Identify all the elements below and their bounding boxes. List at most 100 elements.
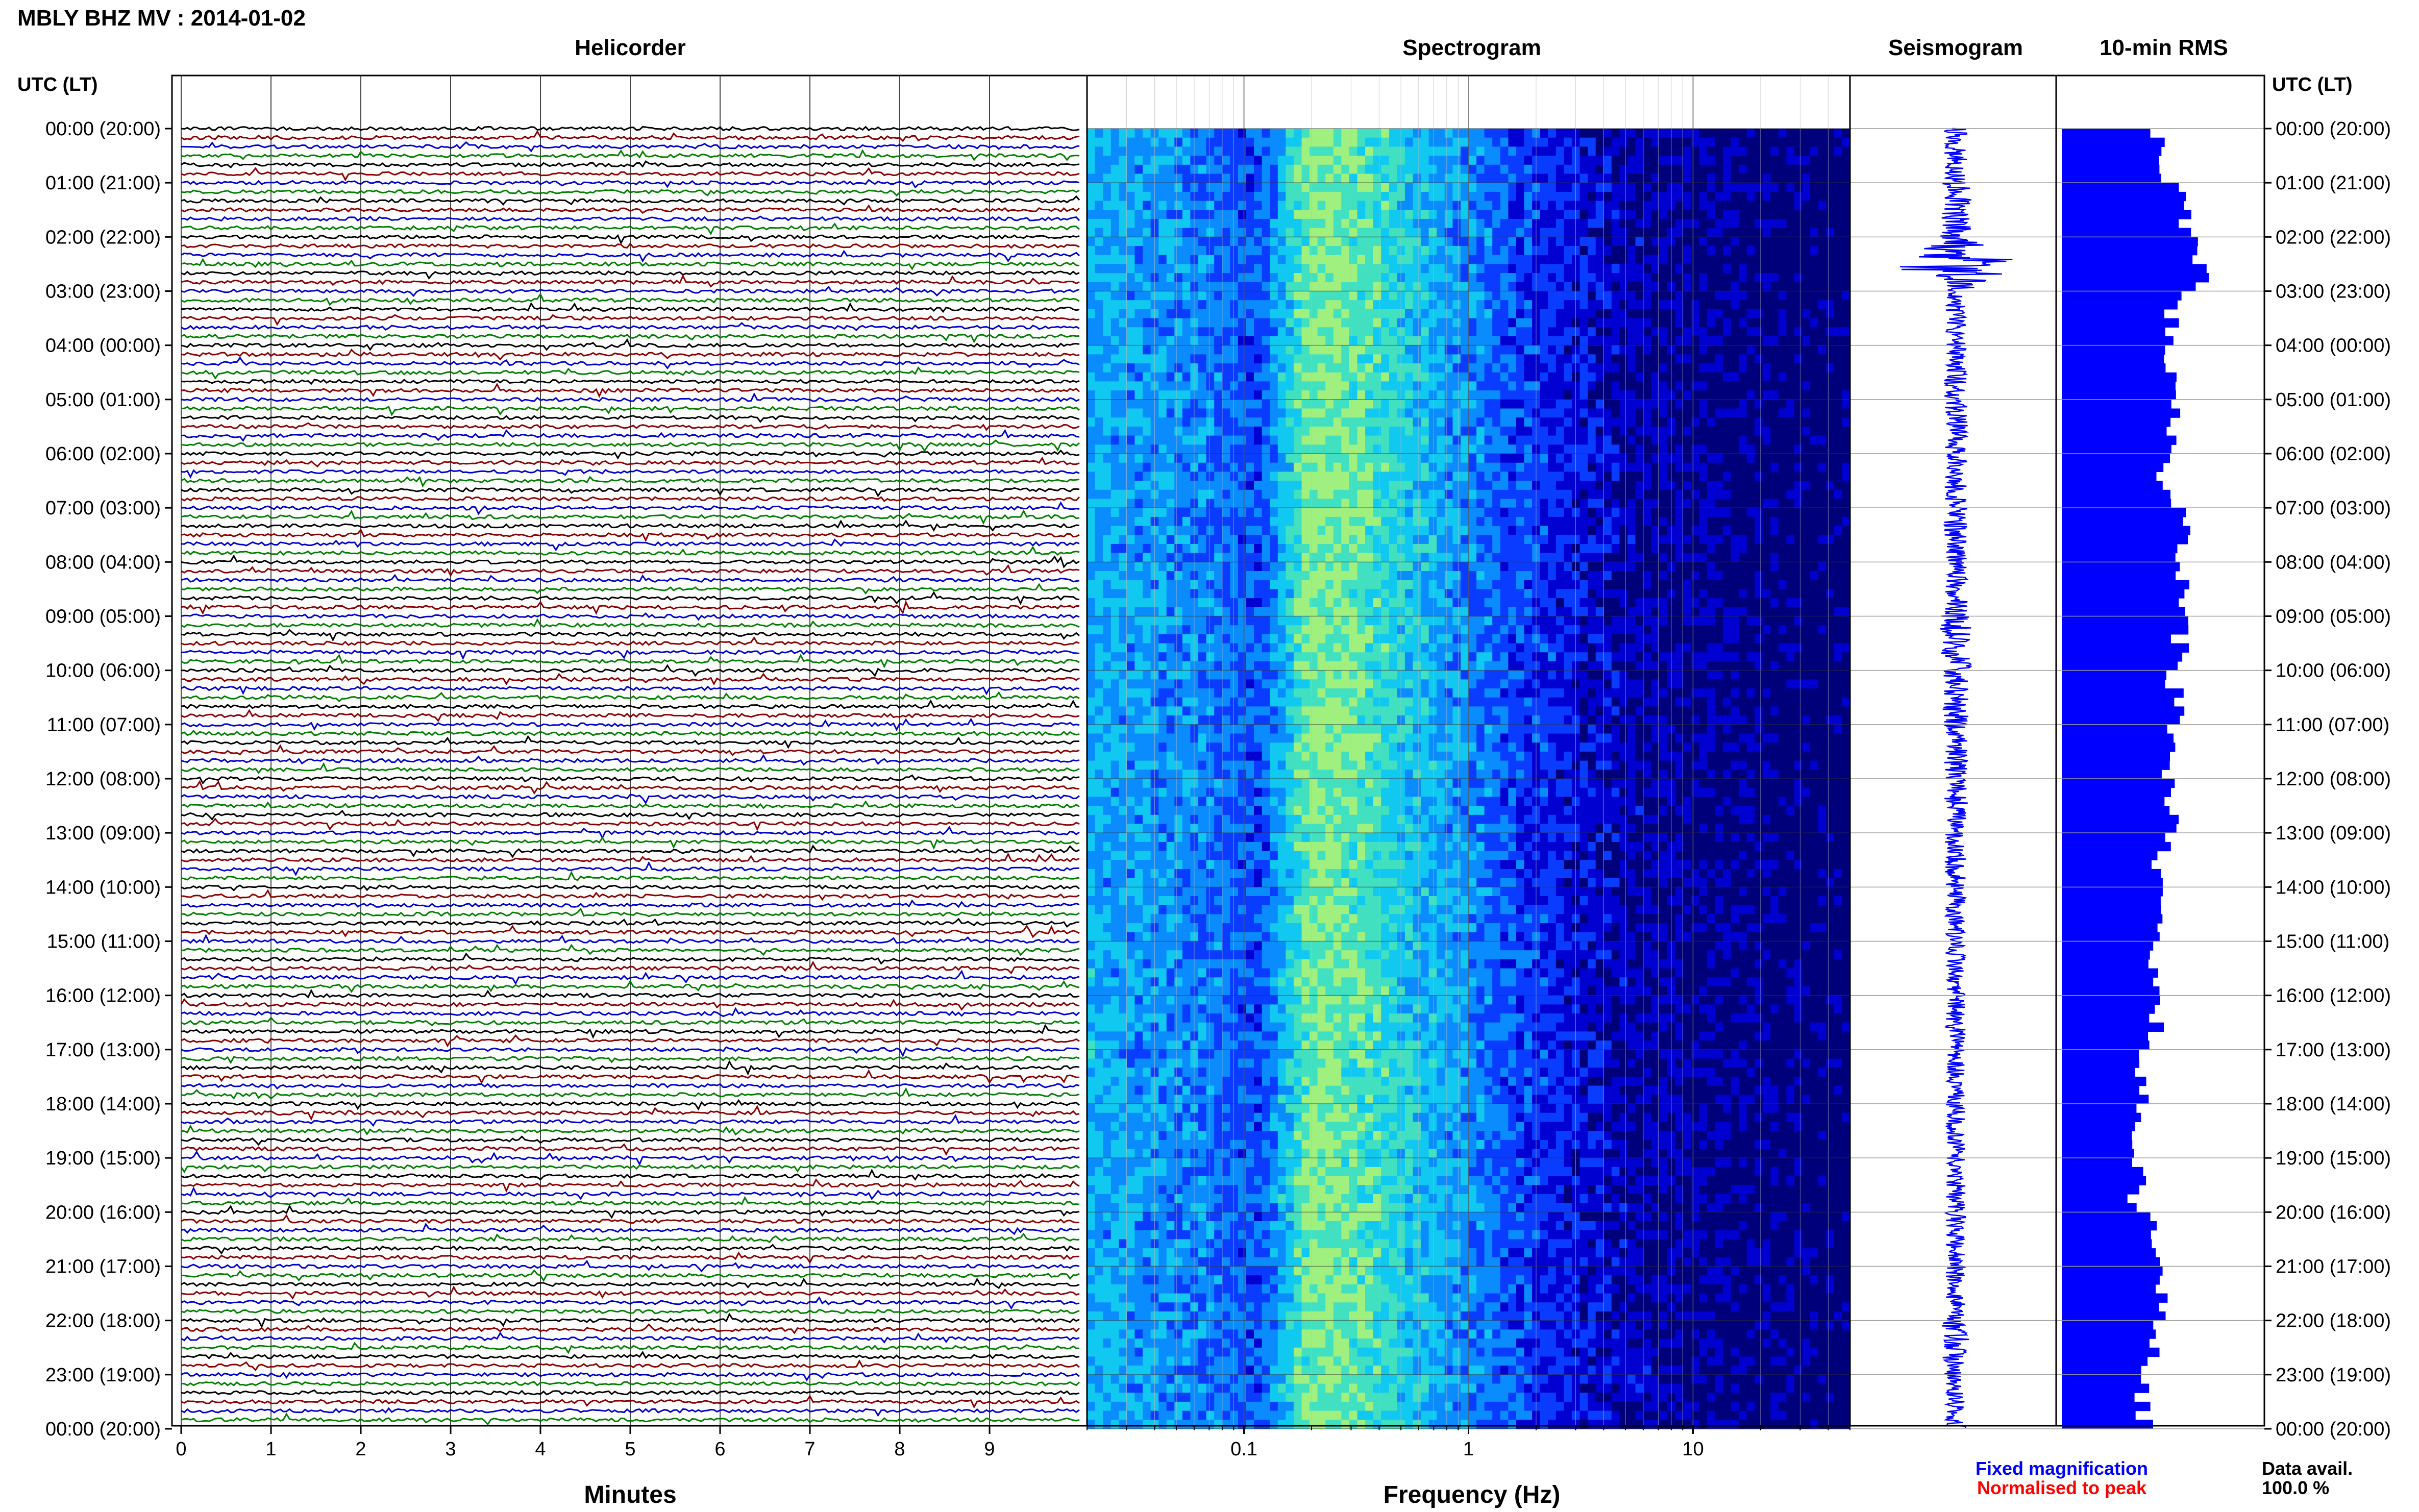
spectrogram-cell xyxy=(1262,156,1270,165)
spectrogram-cell xyxy=(1715,273,1723,283)
spectrogram-cell xyxy=(1182,164,1191,175)
spectrogram-cell xyxy=(1214,246,1223,256)
spectrogram-cell xyxy=(1293,218,1302,229)
spectrogram-cell xyxy=(1476,426,1485,436)
spectrogram-cell xyxy=(1786,481,1795,490)
spectrogram-cell xyxy=(1357,173,1366,183)
spectrogram-cell xyxy=(1548,273,1557,283)
spectrogram-cell xyxy=(1619,264,1628,274)
spectrogram-cell xyxy=(1492,435,1501,445)
spectrogram-cell xyxy=(1731,508,1739,517)
spectrogram-cell xyxy=(1277,381,1287,391)
spectrogram-cell xyxy=(1707,571,1716,581)
spectrogram-cell xyxy=(1158,562,1167,572)
spectrogram-cell xyxy=(1675,282,1684,292)
spectrogram-cell xyxy=(1595,472,1605,481)
spectrogram-cell xyxy=(1293,201,1302,211)
spectrogram-cell xyxy=(1683,137,1692,147)
spectrogram-cell xyxy=(1389,237,1398,246)
spectrogram-cell xyxy=(1579,318,1588,328)
spectrogram-cell xyxy=(1643,408,1652,418)
spectrogram-cell xyxy=(1381,426,1390,436)
spectrogram-cell xyxy=(1452,516,1461,527)
spectrogram-cell xyxy=(1603,246,1612,256)
spectrogram-cell xyxy=(1421,137,1429,147)
spectrogram-cell xyxy=(1755,454,1763,463)
spectrogram-cell xyxy=(1548,399,1557,409)
spectrogram-cell xyxy=(1428,246,1437,256)
spectrogram-cell xyxy=(1731,372,1739,382)
spectrogram-cell xyxy=(1143,499,1151,508)
spectrogram-cell xyxy=(1556,553,1565,563)
spectrogram-cell xyxy=(1238,354,1247,364)
spectrogram-cell xyxy=(1739,354,1747,364)
spectrogram-cell xyxy=(1516,183,1525,192)
spectrogram-cell xyxy=(1119,336,1127,346)
spectrogram-cell xyxy=(1699,363,1708,373)
spectrogram-cell xyxy=(1357,137,1366,147)
spectrogram-cell xyxy=(1333,472,1342,481)
spectrogram-cell xyxy=(1540,336,1549,346)
spectrogram-cell xyxy=(1794,129,1803,138)
spectrogram-cell xyxy=(1444,183,1453,192)
spectrogram-cell xyxy=(1699,201,1708,211)
spectrogram-cell xyxy=(1818,210,1827,219)
spectrogram-cell xyxy=(1270,210,1278,219)
spectrogram-cell xyxy=(1357,255,1366,265)
spectrogram-cell xyxy=(1198,173,1207,183)
spectrogram-cell xyxy=(1722,444,1732,454)
spectrogram-cell xyxy=(1659,408,1668,418)
spectrogram-cell xyxy=(1333,408,1342,418)
spectrogram-cell xyxy=(1262,481,1270,490)
spectrogram-cell xyxy=(1571,354,1581,364)
spectrogram-cell xyxy=(1770,210,1779,219)
helicorder-trace xyxy=(181,1083,1080,1090)
spectrogram-cell xyxy=(1595,183,1605,192)
spectrogram-cell xyxy=(1691,399,1699,409)
spectrogram-cell xyxy=(1190,526,1199,536)
spectrogram-cell xyxy=(1238,318,1247,328)
spectrogram-cell xyxy=(1134,318,1143,328)
spectrogram-cell xyxy=(1468,146,1477,156)
spectrogram-cell xyxy=(1794,508,1803,517)
spectrogram-cell xyxy=(1095,164,1103,175)
spectrogram-cell xyxy=(1802,164,1811,175)
spectrogram-cell xyxy=(1818,454,1827,463)
spectrogram-cell xyxy=(1119,526,1127,536)
spectrogram-cell xyxy=(1254,173,1263,183)
spectrogram-cell xyxy=(1381,499,1390,508)
spectrogram-cell xyxy=(1317,444,1326,454)
spectrogram-cell xyxy=(1659,228,1668,238)
spectrogram-cell xyxy=(1428,553,1437,563)
spectrogram-cell xyxy=(1548,508,1557,517)
spectrogram-cell xyxy=(1540,508,1549,517)
spectrogram-cell xyxy=(1842,191,1850,202)
helicorder-trace xyxy=(181,554,1080,569)
spectrogram-cell xyxy=(1826,571,1835,581)
helicorder-trace xyxy=(181,709,1080,723)
spectrogram-cell xyxy=(1460,526,1469,536)
spectrogram-cell xyxy=(1826,309,1835,319)
spectrogram-cell xyxy=(1595,218,1605,229)
spectrogram-cell xyxy=(1651,381,1660,391)
spectrogram-cell xyxy=(1262,390,1270,400)
spectrogram-cell xyxy=(1119,327,1127,337)
spectrogram-cell xyxy=(1158,516,1167,527)
spectrogram-cell xyxy=(1611,327,1620,337)
spectrogram-cell xyxy=(1333,372,1342,382)
spectrogram-cell xyxy=(1715,499,1723,508)
spectrogram-cell xyxy=(1238,562,1247,572)
spectrogram-cell xyxy=(1556,444,1565,454)
spectrogram-cell xyxy=(1508,282,1517,292)
spectrogram-cell xyxy=(1731,327,1739,337)
spectrogram-cell xyxy=(1619,499,1628,508)
spectrogram-cell xyxy=(1246,246,1254,256)
spectrogram-cell xyxy=(1500,454,1509,463)
spectrogram-cell xyxy=(1540,408,1549,418)
spectrogram-cell xyxy=(1731,156,1739,165)
spectrogram-cell xyxy=(1810,426,1819,436)
spectrogram-cell xyxy=(1627,255,1636,265)
spectrogram-cell xyxy=(1460,408,1469,418)
spectrogram-cell xyxy=(1143,309,1151,319)
spectrogram-cell xyxy=(1818,489,1827,500)
